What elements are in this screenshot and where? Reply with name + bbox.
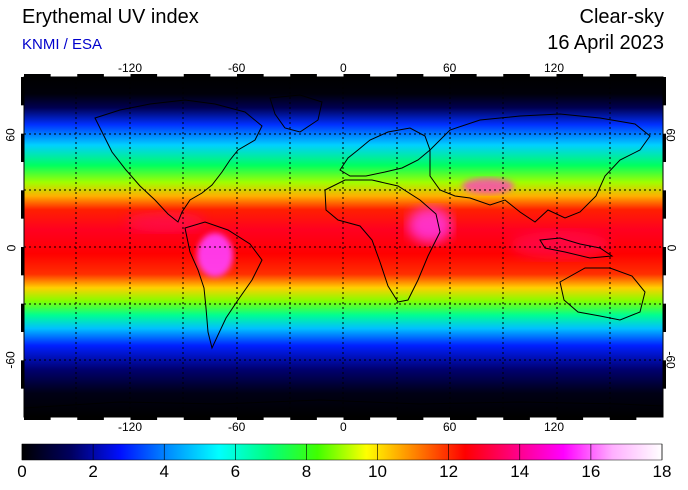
frame-segment bbox=[503, 417, 530, 420]
maritime-continent-band bbox=[510, 231, 610, 259]
frame-segment bbox=[130, 417, 158, 420]
lon-tick-top-1: -120 bbox=[118, 61, 143, 75]
lon-tick-bottom-3: 0 bbox=[340, 420, 347, 434]
colorbar-label: 8 bbox=[301, 462, 312, 481]
lon-tick-top-2: -60 bbox=[228, 61, 246, 75]
frame-segment bbox=[21, 190, 24, 219]
frame-segment bbox=[343, 74, 371, 77]
frame-segment bbox=[290, 74, 317, 77]
frame-segment bbox=[183, 74, 211, 77]
frame-segment bbox=[21, 360, 24, 389]
frame-segment bbox=[290, 417, 317, 420]
frame-segment bbox=[24, 417, 51, 420]
north-america-coast bbox=[94, 99, 263, 223]
coastlines bbox=[24, 94, 663, 409]
frame-segment bbox=[663, 360, 666, 389]
colorbar-label: 16 bbox=[581, 462, 601, 481]
colorbar-label: 18 bbox=[652, 462, 672, 481]
asia-coast bbox=[429, 113, 651, 223]
lon-tick-bottom-1: -120 bbox=[118, 420, 143, 434]
frame-segment bbox=[503, 74, 530, 77]
frame-segment bbox=[237, 417, 264, 420]
frame-segment bbox=[556, 417, 584, 420]
frame-segment bbox=[21, 303, 24, 332]
africa-coast bbox=[324, 179, 441, 303]
frame-segment bbox=[343, 417, 371, 420]
andes-hotspot bbox=[197, 233, 233, 277]
frame-segment bbox=[21, 247, 24, 276]
frame-segment bbox=[396, 417, 424, 420]
australia-coast bbox=[559, 267, 646, 321]
frame-segment bbox=[663, 190, 666, 219]
east-africa-hotspot bbox=[408, 207, 452, 243]
colorbar-label: 0 bbox=[17, 462, 27, 481]
frame-segment bbox=[237, 74, 264, 77]
lon-tick-bottom-4: 60 bbox=[443, 420, 457, 434]
lon-tick-top-3: 0 bbox=[340, 61, 347, 75]
frame-segment bbox=[130, 74, 158, 77]
frame-segment bbox=[21, 133, 24, 162]
frame-segment bbox=[396, 74, 424, 77]
map-frame bbox=[21, 74, 666, 420]
colorbar-label: 6 bbox=[230, 462, 241, 481]
greenland-coast bbox=[269, 94, 323, 133]
frame-segment bbox=[609, 74, 637, 77]
sky-mode-label: Clear-sky bbox=[579, 6, 664, 28]
credit-label: KNMI / ESA bbox=[22, 36, 103, 53]
frame-segment bbox=[450, 417, 477, 420]
frame-segment bbox=[556, 74, 584, 77]
colorbar bbox=[21, 443, 663, 461]
frame-segment bbox=[24, 74, 51, 77]
colorbar-label: 12 bbox=[439, 462, 459, 481]
colorbar-label: 2 bbox=[88, 462, 98, 481]
lon-tick-bottom-2: -60 bbox=[228, 420, 246, 434]
frame-segment bbox=[663, 247, 666, 276]
frame-segment bbox=[663, 133, 666, 162]
tibet-hotspot bbox=[462, 178, 514, 194]
colorbar-label: 14 bbox=[510, 462, 530, 481]
indonesia-coast bbox=[539, 237, 614, 259]
frame-segment bbox=[663, 77, 666, 106]
lon-tick-top-4: 60 bbox=[443, 61, 457, 75]
frame-segment bbox=[21, 77, 24, 106]
frame-segment bbox=[609, 417, 637, 420]
colorbar-label: 4 bbox=[159, 462, 169, 481]
antarctica-coast bbox=[24, 399, 663, 409]
central-america-band bbox=[125, 212, 205, 232]
date-label: 16 April 2023 bbox=[547, 32, 664, 54]
lon-tick-top-5: 120 bbox=[544, 61, 565, 75]
lon-tick-bottom-5: 120 bbox=[544, 420, 565, 434]
europe-coast bbox=[339, 127, 431, 177]
colorbar-ticks bbox=[21, 444, 663, 460]
frame-segment bbox=[77, 74, 104, 77]
colorbar-label: 10 bbox=[368, 462, 387, 481]
frame-segment bbox=[183, 417, 211, 420]
frame-segment bbox=[77, 417, 104, 420]
graticule bbox=[24, 77, 663, 417]
south-america-coast bbox=[184, 221, 263, 350]
frame-segment bbox=[663, 303, 666, 332]
map-title: Erythemal UV index bbox=[22, 6, 199, 28]
frame-segment bbox=[450, 74, 477, 77]
